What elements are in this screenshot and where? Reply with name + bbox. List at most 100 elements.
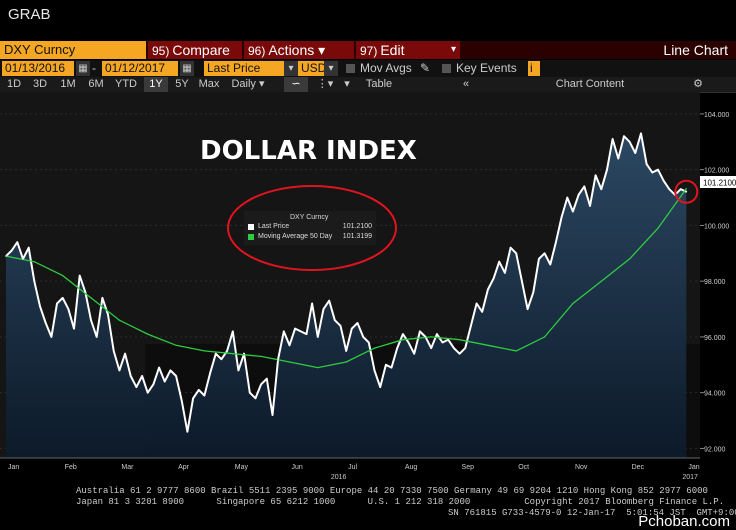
price-point: [634, 152, 637, 154]
price-point: [163, 380, 166, 383]
mov-avgs-label: Mov Avgs: [360, 61, 412, 75]
price-point: [589, 205, 591, 207]
price-point: [662, 180, 665, 182]
price-point: [27, 246, 30, 249]
range-5y[interactable]: 5Y: [175, 78, 189, 90]
price-point: [572, 210, 574, 213]
chevron-down-icon[interactable]: ▾: [284, 61, 298, 76]
y-tick-label: 96.000: [704, 335, 726, 342]
legend-ma-value: 101.3199: [342, 233, 372, 240]
chart-content-button[interactable]: Chart Content: [555, 78, 625, 90]
ma-point: [175, 344, 177, 346]
price-point: [600, 188, 603, 190]
ma-point: [232, 353, 234, 355]
price-point: [226, 350, 228, 352]
price-point: [436, 333, 438, 335]
range-3d[interactable]: 3D: [32, 78, 48, 90]
ma-point: [600, 280, 602, 282]
range-max[interactable]: Max: [198, 78, 220, 90]
range-1d[interactable]: 1D: [6, 78, 22, 90]
collapse-icon[interactable]: «: [462, 78, 470, 90]
price-point: [265, 377, 268, 380]
x-tick-label: Jan: [688, 464, 699, 471]
price-point: [373, 369, 376, 372]
price-chart[interactable]: 92.000 94.000 96.000 98.000 100.000 102.000 10…: [0, 92, 736, 484]
range-ytd[interactable]: YTD: [115, 78, 137, 90]
start-date-field[interactable]: 01/13/2016: [2, 61, 74, 76]
x-tick-label: Jun: [291, 464, 302, 471]
price-point: [56, 302, 58, 305]
x-tick-label: Dec: [632, 464, 645, 471]
price-point: [107, 313, 109, 316]
line-chart-icon[interactable]: ∽: [284, 77, 308, 92]
mov-avgs-checkbox[interactable]: [346, 64, 355, 73]
price-point: [300, 330, 302, 333]
range-1y[interactable]: 1Y: [144, 77, 168, 92]
price-point: [481, 311, 484, 313]
price-point: [317, 336, 319, 338]
ma-point: [90, 297, 92, 299]
x-tick-label: Feb: [65, 464, 77, 471]
price-point: [424, 336, 427, 338]
gear-icon[interactable]: ⚙: [693, 78, 703, 90]
currency-select[interactable]: USD: [298, 61, 326, 76]
x-tick-label: Apr: [178, 464, 190, 471]
chevron-down-icon[interactable]: ▾: [324, 61, 338, 76]
pencil-icon[interactable]: ✎: [420, 61, 431, 75]
price-point: [237, 369, 240, 372]
price-point: [470, 324, 472, 327]
chart-area[interactable]: 92.000 94.000 96.000 98.000 100.000 102.000 10…: [0, 92, 736, 484]
actions-button[interactable]: 96) Actions ▾: [244, 41, 354, 59]
price-point: [146, 391, 149, 394]
ma-point: [118, 319, 120, 321]
compare-button[interactable]: 95) Compare: [148, 41, 242, 59]
price-point: [566, 196, 569, 199]
price-point: [254, 397, 257, 400]
chart-style-icon[interactable]: ⋮▾: [316, 78, 334, 90]
calendar-icon[interactable]: ▦: [76, 61, 90, 76]
price-point: [594, 174, 597, 177]
price-point: [464, 347, 467, 349]
compare-shortcut: 95): [152, 44, 170, 58]
price-point: [158, 366, 160, 369]
price-point: [288, 344, 291, 347]
price-point: [141, 375, 143, 377]
legend-highlight-ellipse: [227, 185, 397, 271]
price-point: [169, 369, 172, 372]
price-point: [555, 241, 557, 243]
date-separator: -: [92, 61, 96, 75]
info-icon[interactable]: i: [528, 61, 540, 76]
ma-point: [5, 255, 7, 257]
calendar-icon[interactable]: ▦: [180, 61, 194, 76]
edit-button[interactable]: 97) Edit ▾: [356, 41, 460, 59]
price-point: [509, 246, 512, 249]
field-select[interactable]: Last Price: [204, 61, 284, 76]
price-point: [368, 341, 370, 344]
key-events-checkbox[interactable]: [442, 64, 451, 73]
price-point: [623, 135, 625, 138]
ma-point: [543, 336, 546, 338]
price-point: [356, 322, 359, 324]
ma-point: [147, 333, 149, 335]
price-point: [16, 241, 19, 243]
key-events-label: Key Events: [456, 61, 517, 75]
table-button[interactable]: Table: [365, 78, 393, 90]
ma-point: [373, 347, 376, 349]
frequency-select[interactable]: Daily ▾: [231, 78, 265, 90]
price-point: [606, 168, 608, 171]
footer-contacts-line2: Japan 81 3 3201 8900 Singapore 65 6212 1…: [76, 497, 725, 507]
price-point: [192, 397, 194, 400]
price-point: [611, 138, 614, 140]
price-point: [617, 157, 620, 160]
view-type-label: Line Chart: [663, 42, 728, 58]
range-1m[interactable]: 1M: [60, 78, 76, 90]
last-price-highlight-circle: [674, 179, 699, 204]
edit-shortcut: 97): [360, 44, 378, 58]
end-date-field[interactable]: 01/12/2017: [102, 61, 178, 76]
ticker-field[interactable]: DXY Curncy: [0, 41, 146, 59]
chevron-down-icon[interactable]: ▾: [344, 78, 350, 90]
range-6m[interactable]: 6M: [88, 78, 104, 90]
price-point: [492, 277, 495, 280]
price-point: [33, 280, 36, 282]
legend-ma-label: Moving Average 50 Day: [258, 233, 333, 240]
